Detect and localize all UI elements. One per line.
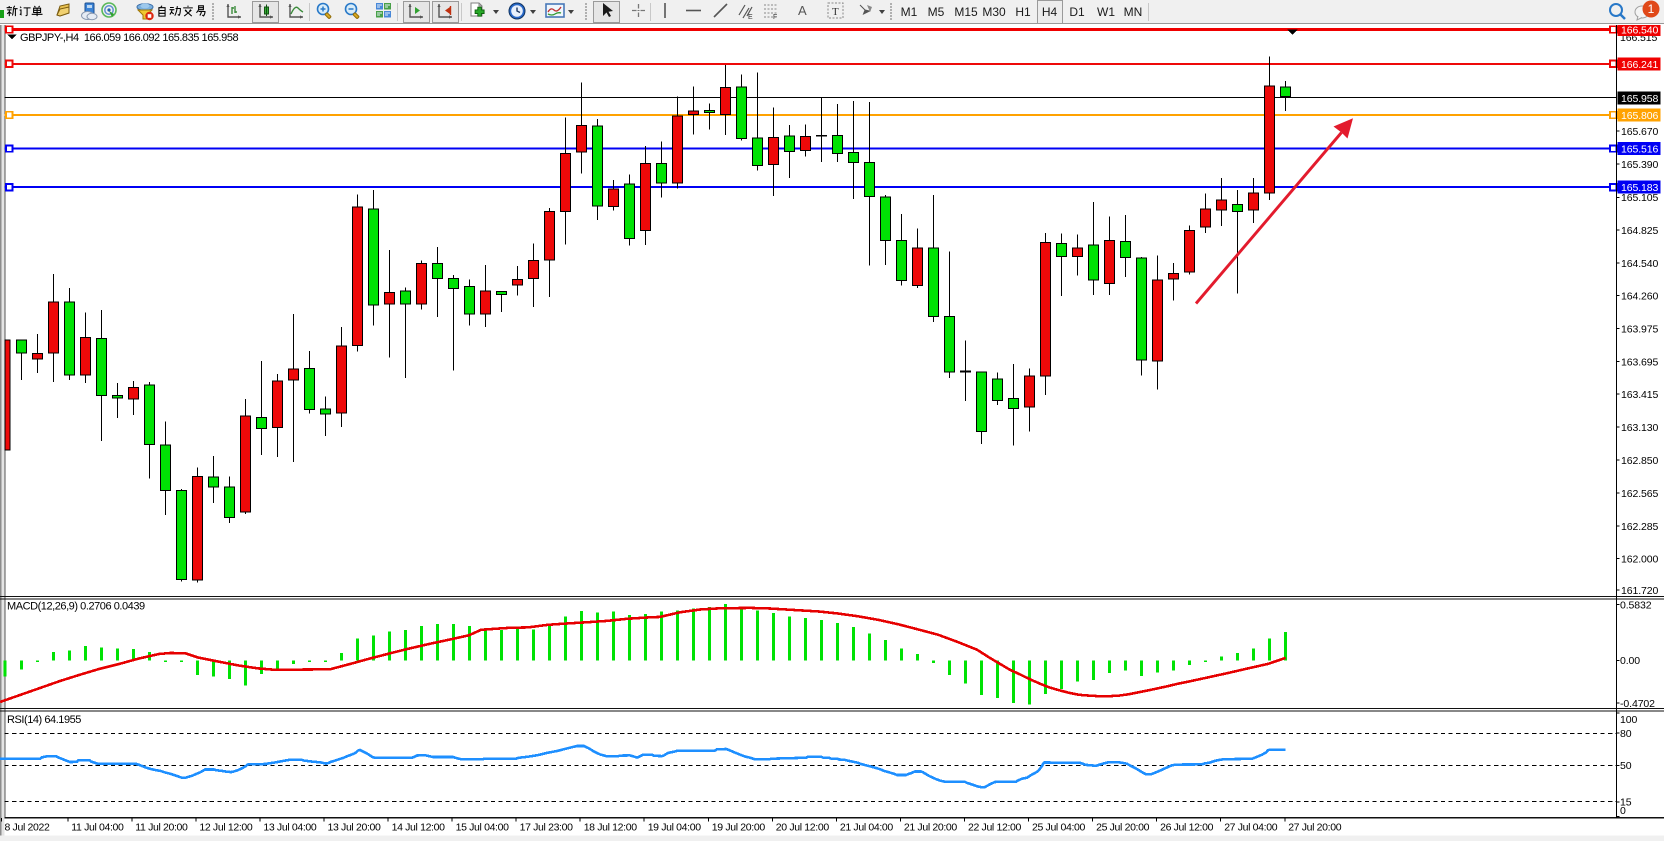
svg-text:25 Jul 20:00: 25 Jul 20:00 [1096,822,1150,834]
svg-text:17 Jul 23:00: 17 Jul 23:00 [520,822,574,834]
svg-text:162.850: 162.850 [1621,455,1659,467]
svg-text:-0.4702: -0.4702 [1620,698,1655,710]
svg-text:27 Jul 04:00: 27 Jul 04:00 [1224,822,1278,834]
svg-text:166.241: 166.241 [1621,59,1659,71]
svg-text:8 Jul 2022: 8 Jul 2022 [5,822,50,834]
svg-text:26 Jul 12:00: 26 Jul 12:00 [1160,822,1214,834]
svg-text:19 Jul 04:00: 19 Jul 04:00 [648,822,702,834]
svg-text:T: T [832,6,839,18]
svg-text:0.5832: 0.5832 [1620,599,1652,611]
svg-text:165.105: 165.105 [1621,192,1659,204]
svg-text:18 Jul 12:00: 18 Jul 12:00 [584,822,638,834]
svg-text:164.825: 164.825 [1621,225,1659,237]
svg-text:14 Jul 12:00: 14 Jul 12:00 [392,822,446,834]
svg-text:RSI(14) 64.1955: RSI(14) 64.1955 [7,714,81,726]
svg-text:22 Jul 12:00: 22 Jul 12:00 [968,822,1022,834]
svg-text:100: 100 [1620,714,1637,726]
svg-text:20 Jul 12:00: 20 Jul 12:00 [776,822,830,834]
svg-text:11 Jul 20:00: 11 Jul 20:00 [135,822,188,834]
svg-text:21 Jul 04:00: 21 Jul 04:00 [840,822,894,834]
svg-text:12 Jul 12:00: 12 Jul 12:00 [199,822,253,834]
svg-text:13 Jul 20:00: 13 Jul 20:00 [328,822,382,834]
svg-text:15 Jul 04:00: 15 Jul 04:00 [456,822,510,834]
svg-text:1: 1 [1648,2,1655,16]
svg-text:11 Jul 04:00: 11 Jul 04:00 [71,822,124,834]
svg-text:163.130: 163.130 [1621,422,1659,434]
svg-text:15: 15 [1620,797,1632,809]
svg-text:80: 80 [1620,728,1632,740]
svg-text:164.540: 164.540 [1621,258,1659,270]
svg-text:166.540: 166.540 [1621,25,1659,36]
svg-text:F: F [773,14,777,21]
svg-text:21 Jul 20:00: 21 Jul 20:00 [904,822,958,834]
svg-text:50: 50 [1620,760,1632,772]
svg-text:165.390: 165.390 [1621,159,1659,171]
svg-text:161.720: 161.720 [1621,585,1659,597]
svg-text:163.695: 163.695 [1621,356,1659,368]
svg-text:163.975: 163.975 [1621,323,1659,335]
svg-text:162.000: 162.000 [1621,553,1659,565]
svg-text:13 Jul 04:00: 13 Jul 04:00 [263,822,317,834]
svg-text:165.183: 165.183 [1621,182,1659,194]
svg-text:E: E [748,14,753,21]
svg-text:162.285: 162.285 [1621,521,1659,533]
svg-text:19 Jul 20:00: 19 Jul 20:00 [712,822,766,834]
svg-text:165.958: 165.958 [1621,93,1659,105]
svg-text:25 Jul 04:00: 25 Jul 04:00 [1032,822,1086,834]
svg-text:164.260: 164.260 [1621,290,1659,302]
svg-text:MACD(12,26,9) 0.2706 0.0439: MACD(12,26,9) 0.2706 0.0439 [7,601,145,613]
svg-text:27 Jul 20:00: 27 Jul 20:00 [1288,822,1342,834]
svg-text:163.415: 163.415 [1621,389,1659,401]
svg-text:165.516: 165.516 [1621,143,1659,155]
svg-text:GBPJPY-,H4 166.059 166.092 16: GBPJPY-,H4 166.059 166.092 165.835 165.9… [20,32,238,44]
svg-text:165.670: 165.670 [1621,126,1659,138]
svg-text:0: 0 [1620,805,1626,817]
svg-text:0.00: 0.00 [1620,655,1640,667]
svg-text:162.565: 162.565 [1621,488,1659,500]
svg-text:165.806: 165.806 [1621,110,1659,122]
